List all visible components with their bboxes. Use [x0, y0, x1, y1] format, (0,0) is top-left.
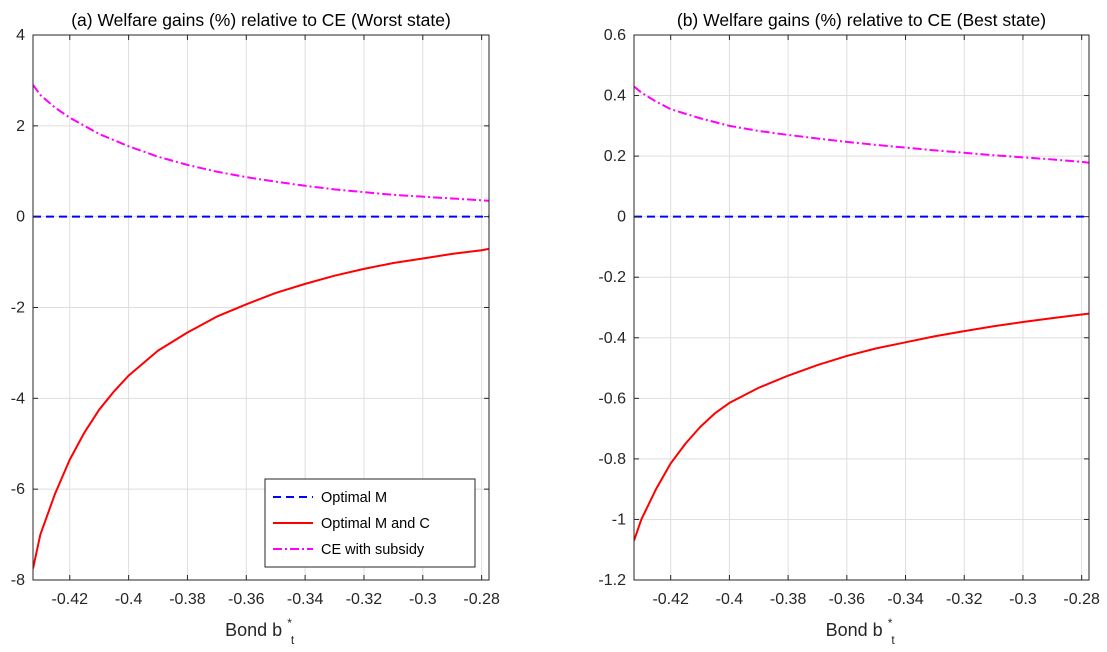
panel-b-ytick-label-3: -0.6 — [598, 390, 626, 407]
panel-b-xlabel-main: Bond b — [826, 620, 883, 640]
panel-a-ytick-label-1: -6 — [11, 481, 25, 498]
panel-b: -0.42 -0.4 -0.38 -0.36 -0.34 -0.32 -0.3 -0.28 -1… — [598, 10, 1100, 647]
panel-a-xlabel-main: Bond b — [225, 620, 282, 640]
panel-a-legend: Optimal M Optimal M and C CE with subsidy — [264, 478, 476, 568]
panel-a-xtick-label-5: -0.32 — [346, 591, 383, 608]
panel-b-xlabel-sub: t — [891, 633, 895, 647]
panel-b-axes-frame — [633, 34, 1090, 581]
panel-b-series — [634, 85, 1089, 541]
panel-b-series-line-1 — [634, 312, 1089, 541]
panel-b-ytick-label-1: -1 — [612, 511, 626, 528]
panel-a-xtick-label-2: -0.38 — [169, 591, 206, 608]
panel-b-ytick-label-9: 0.6 — [604, 27, 626, 44]
panel-a-ytick-label-4: 0 — [16, 209, 25, 226]
panel-b-ytick-label-2: -0.8 — [598, 451, 626, 468]
panel-a-series-line-1 — [33, 247, 489, 569]
panel-b-xlabel: Bond b * t — [826, 611, 898, 647]
panel-b-xtick-label-3: -0.36 — [829, 591, 866, 608]
panel-a-ytick-label-2: -4 — [11, 390, 25, 407]
panel-b-xtick-label-7: -0.28 — [1063, 591, 1100, 608]
panel-a-xtick-label-7: -0.28 — [463, 591, 500, 608]
panel-b-ytick-label-0: -1.2 — [598, 572, 626, 589]
panel-a-xtick-label-0: -0.42 — [52, 591, 89, 608]
panel-a-legend-label-2: CE with subsidy — [321, 542, 425, 558]
panel-a-xtick-label-6: -0.3 — [409, 591, 437, 608]
panel-a-ytick-label-3: -2 — [11, 300, 25, 317]
panel-b-xtick-label-5: -0.32 — [946, 591, 983, 608]
panel-b-series-line-2 — [634, 85, 1089, 164]
panel-a-xlabel-sub: t — [291, 633, 295, 647]
panel-b-xtick-label-4: -0.34 — [887, 591, 924, 608]
panel-a-series — [33, 84, 489, 569]
panel-a-xtick-label-3: -0.36 — [228, 591, 265, 608]
panel-a-ytick-label-5: 2 — [16, 118, 25, 135]
panel-b-ytick-label-8: 0.4 — [604, 88, 626, 105]
panel-b-ytick-label-5: -0.2 — [598, 269, 626, 286]
panel-a-xtick-label-4: -0.34 — [287, 591, 324, 608]
panel-a-legend-label-0: Optimal M — [321, 490, 387, 506]
panel-a-xtick-label-1: -0.4 — [115, 591, 143, 608]
panel-b-xtick-label-1: -0.4 — [716, 591, 744, 608]
panel-b-xtick-label-0: -0.42 — [652, 591, 689, 608]
panel-b-ytick-label-4: -0.4 — [598, 330, 626, 347]
panel-a-ticks: -0.42 -0.4 -0.38 -0.36 -0.34 -0.32 -0.3 -0.28 -8… — [11, 27, 500, 608]
panel-a-ytick-label-0: -8 — [11, 572, 25, 589]
panel-b-xtick-label-6: -0.3 — [1009, 591, 1037, 608]
panel-a-legend-label-1: Optimal M and C — [321, 516, 430, 532]
panel-b-title: (b) Welfare gains (%) relative to CE (Be… — [677, 10, 1046, 30]
panel-a-series-line-2 — [33, 84, 489, 202]
panel-b-ytick-label-7: 0.2 — [604, 148, 626, 165]
panel-b-xlabel-sup: * — [888, 616, 893, 630]
panel-a-title: (a) Welfare gains (%) relative to CE (Wo… — [71, 10, 451, 30]
panel-b-xtick-label-2: -0.38 — [770, 591, 807, 608]
panel-a: -0.42 -0.4 -0.38 -0.36 -0.34 -0.32 -0.3 -0.28 -8… — [11, 10, 500, 647]
panel-b-ticks: -0.42 -0.4 -0.38 -0.36 -0.34 -0.32 -0.3 -0.28 -1… — [598, 27, 1100, 608]
panel-a-xlabel-sup: * — [287, 616, 292, 630]
panel-a-ytick-label-6: 4 — [16, 27, 25, 44]
panel-a-xlabel: Bond b * t — [225, 611, 297, 647]
panel-b-ytick-label-6: 0 — [617, 209, 626, 226]
